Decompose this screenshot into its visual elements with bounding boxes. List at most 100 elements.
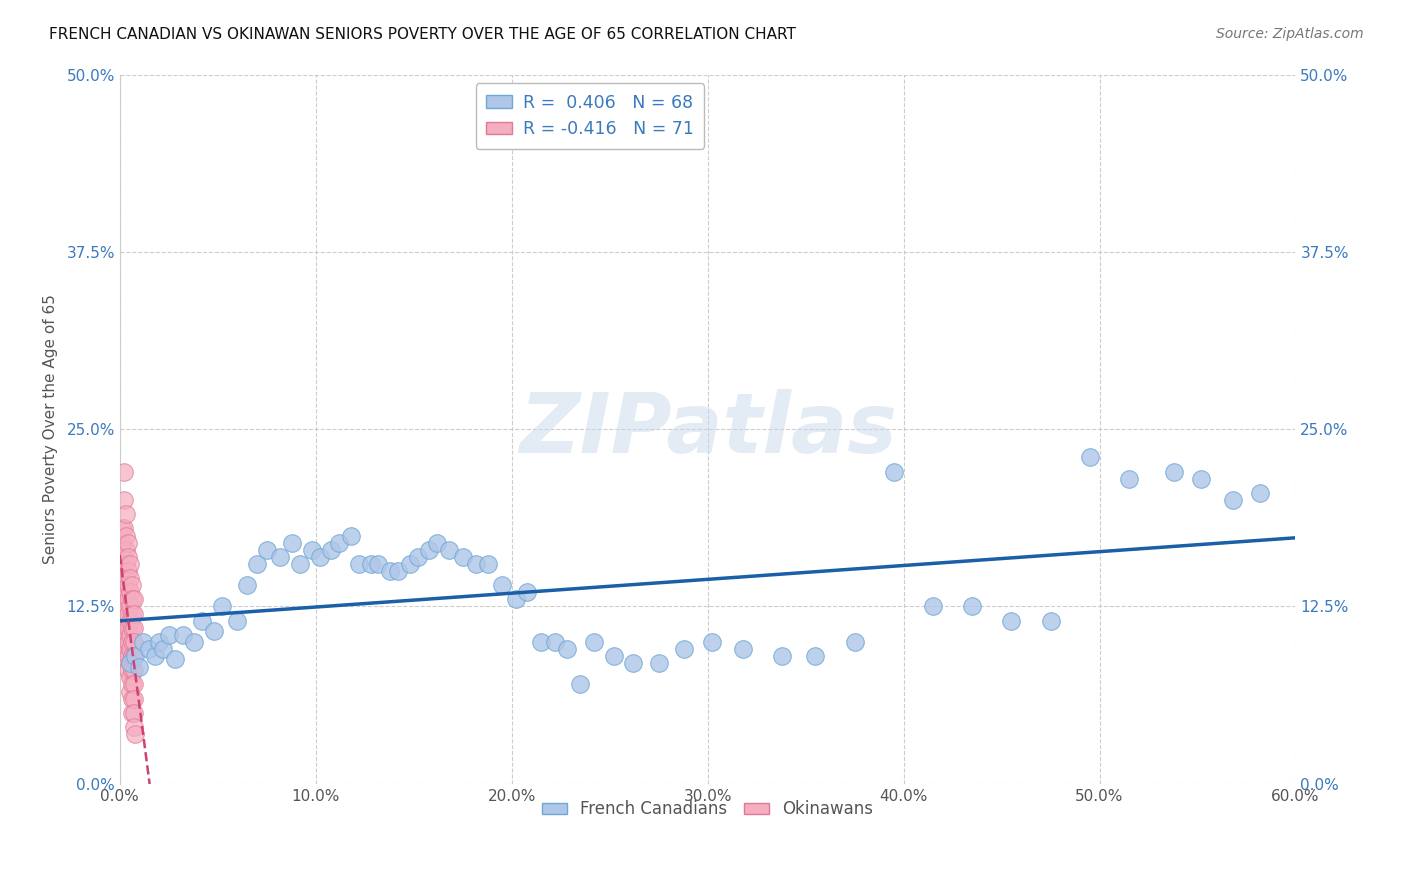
Point (114, 642, 136, 657)
Point (117, 607, 139, 621)
Point (844, 635, 866, 649)
Point (288, 557, 311, 571)
Point (269, 549, 291, 564)
Point (340, 528, 363, 542)
Point (505, 592, 527, 607)
Point (246, 557, 269, 571)
Point (301, 542, 323, 557)
Point (922, 599, 945, 614)
Text: FRENCH CANADIAN VS OKINAWAN SENIORS POVERTY OVER THE AGE OF 65 CORRELATION CHART: FRENCH CANADIAN VS OKINAWAN SENIORS POVE… (49, 27, 796, 42)
Point (360, 557, 382, 571)
Point (148, 635, 170, 649)
Point (1078, 450, 1101, 465)
Point (112, 621, 135, 635)
Point (118, 571, 141, 585)
Point (138, 642, 160, 657)
Point (117, 592, 139, 607)
Point (128, 660, 150, 674)
Point (328, 535, 350, 549)
Point (569, 677, 592, 691)
Point (111, 535, 134, 549)
Point (111, 578, 134, 592)
Point (122, 649, 145, 664)
Point (112, 493, 135, 508)
Point (582, 635, 605, 649)
Point (124, 727, 146, 741)
Point (114, 628, 136, 642)
Point (202, 624, 225, 638)
Point (183, 635, 205, 649)
Point (112, 465, 135, 479)
Point (960, 599, 983, 614)
Point (111, 635, 134, 649)
Point (673, 642, 696, 657)
Point (770, 649, 793, 664)
Point (118, 628, 141, 642)
Point (530, 635, 553, 649)
Point (122, 691, 145, 706)
Point (172, 628, 194, 642)
Point (112, 549, 135, 564)
Point (191, 614, 214, 628)
Point (112, 607, 135, 621)
Point (121, 607, 143, 621)
Point (700, 635, 723, 649)
Point (418, 542, 440, 557)
Point (112, 592, 135, 607)
Point (451, 549, 474, 564)
Point (387, 564, 409, 578)
Point (118, 670, 141, 684)
Text: Source: ZipAtlas.com: Source: ZipAtlas.com (1216, 27, 1364, 41)
Legend: French Canadians, Okinawans: French Canadians, Okinawans (536, 794, 880, 825)
Point (1000, 614, 1022, 628)
Point (111, 621, 134, 635)
Point (118, 599, 141, 614)
Point (347, 557, 370, 571)
Point (121, 691, 143, 706)
Point (491, 578, 513, 592)
Point (112, 649, 135, 664)
Point (122, 720, 145, 734)
Point (544, 635, 567, 649)
Point (121, 621, 143, 635)
Point (121, 649, 143, 664)
Point (121, 592, 143, 607)
Point (157, 628, 180, 642)
Point (121, 635, 143, 649)
Point (121, 578, 143, 592)
Point (117, 549, 139, 564)
Point (118, 614, 141, 628)
Point (602, 649, 624, 664)
Point (406, 549, 429, 564)
Point (1249, 486, 1271, 500)
Point (226, 614, 249, 628)
Point (121, 663, 143, 677)
Point (122, 663, 145, 677)
Point (555, 642, 578, 657)
Point (114, 528, 136, 542)
Point (111, 592, 134, 607)
Point (1039, 614, 1062, 628)
Point (112, 635, 135, 649)
Point (731, 642, 754, 657)
Point (118, 585, 141, 599)
Point (114, 585, 136, 599)
Point (111, 649, 134, 664)
Point (163, 652, 186, 666)
Point (122, 635, 145, 649)
Point (122, 677, 145, 691)
Point (117, 635, 139, 649)
Point (621, 656, 644, 670)
Point (114, 542, 136, 557)
Point (1118, 472, 1140, 486)
Point (1189, 472, 1212, 486)
Point (883, 465, 905, 479)
Point (122, 621, 145, 635)
Point (321, 542, 343, 557)
Point (118, 642, 141, 657)
Point (117, 621, 139, 635)
Point (118, 684, 141, 698)
Point (111, 549, 134, 564)
Point (122, 607, 145, 621)
Point (118, 656, 141, 670)
